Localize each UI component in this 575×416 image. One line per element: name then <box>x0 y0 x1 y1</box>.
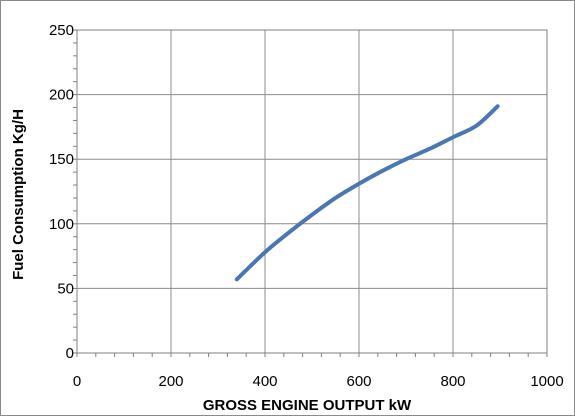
x-tick-label-0: 0 <box>73 373 81 390</box>
x-tick-label-1000: 1000 <box>530 373 563 390</box>
x-tick-label-800: 800 <box>440 373 465 390</box>
series-line <box>234 104 500 282</box>
y-tick-label-0: 0 <box>66 345 74 362</box>
x-tick-label-200: 200 <box>158 373 183 390</box>
grid <box>76 29 548 354</box>
y-tick-label-250: 250 <box>49 22 74 39</box>
minor-ticks <box>73 29 548 357</box>
data-points <box>235 105 499 281</box>
y-tick-label-50: 50 <box>57 280 74 297</box>
y-tick-label-150: 150 <box>49 151 74 168</box>
y-tick-label-100: 100 <box>49 216 74 233</box>
x-tick-labels: 0 200 400 600 800 1000 <box>73 373 564 390</box>
y-tick-label-200: 200 <box>49 87 74 104</box>
x-axis-title: GROSS ENGINE OUTPUT kW <box>203 397 412 414</box>
y-axis-title: Fuel Consumption Kg/H <box>10 109 27 280</box>
x-tick-label-400: 400 <box>252 373 277 390</box>
plot-area-border <box>76 29 548 354</box>
y-tick-labels: 0 50 100 150 200 250 <box>49 22 74 362</box>
x-tick-label-600: 600 <box>346 373 371 390</box>
